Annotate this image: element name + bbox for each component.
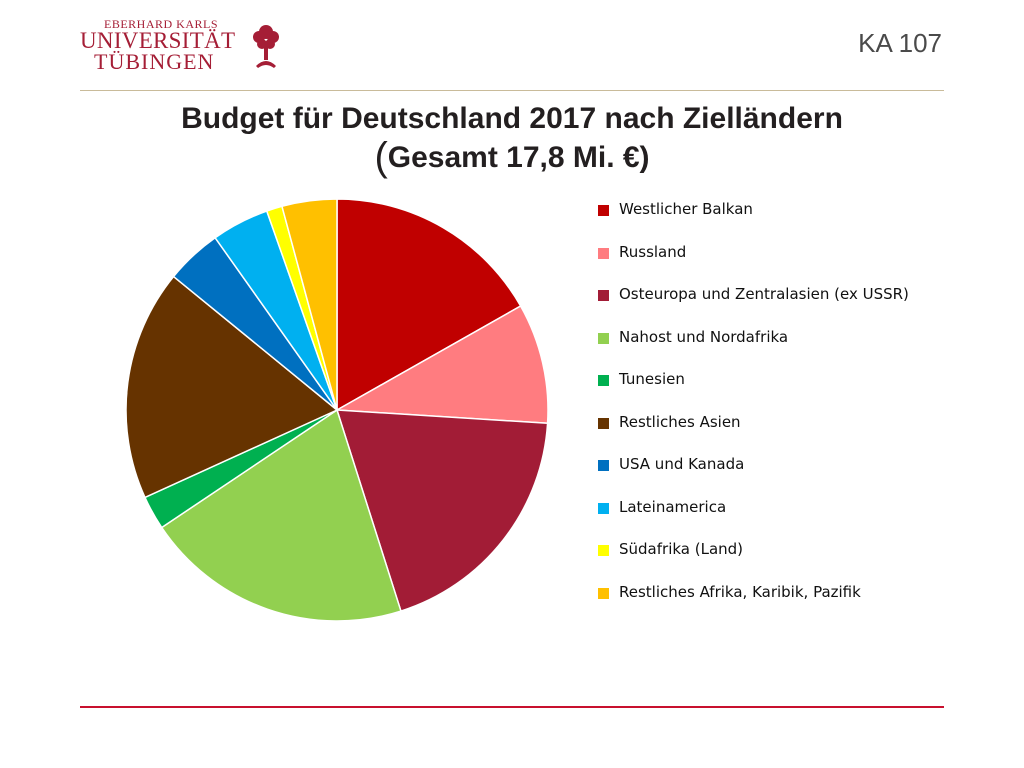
legend-label: Südafrika (Land) bbox=[619, 540, 744, 558]
logo-line-1: EBERHARD KARLS bbox=[104, 17, 219, 31]
legend-item: Lateinamerica bbox=[598, 498, 909, 541]
legend-swatch bbox=[598, 205, 609, 216]
legend-label: Westlicher Balkan bbox=[619, 200, 753, 218]
legend-swatch bbox=[598, 545, 609, 556]
slide-code: KA 107 bbox=[858, 28, 942, 58]
pie-slice-6 bbox=[125, 275, 339, 499]
chart-title: Budget für Deutschland 2017 nach Ziellän… bbox=[0, 100, 1024, 177]
legend-item: Russland bbox=[598, 243, 909, 286]
legend-label: USA und Kanada bbox=[619, 455, 745, 473]
legend-item: Nahost und Nordafrika bbox=[598, 328, 909, 371]
legend-item: Südafrika (Land) bbox=[598, 540, 909, 583]
legend-label: Nahost und Nordafrika bbox=[619, 327, 789, 346]
footer-divider bbox=[80, 706, 944, 708]
legend-swatch bbox=[598, 290, 609, 301]
legend-label: Restliches Afrika, Karibik, Pazifik bbox=[619, 582, 861, 601]
legend-swatch bbox=[598, 417, 609, 429]
legend-item: USA und Kanada bbox=[598, 455, 909, 498]
legend-swatch bbox=[598, 332, 609, 344]
legend-swatch bbox=[598, 460, 609, 471]
legend-label: Tunesien bbox=[619, 370, 685, 388]
legend-item: Osteuropa und Zentralasien (ex USSR) bbox=[598, 285, 909, 328]
palm-tree-icon bbox=[253, 25, 279, 68]
pie-slice-4 bbox=[160, 408, 402, 622]
chart-title-paren: ( bbox=[374, 135, 388, 179]
pie-slice-3 bbox=[335, 409, 549, 613]
legend-label: Osteuropa und Zentralasien (ex USSR) bbox=[619, 285, 909, 303]
pie-slice-10 bbox=[281, 198, 338, 411]
pie-slice-1 bbox=[336, 198, 522, 412]
legend-swatch bbox=[598, 587, 609, 599]
chart-title-line-1: Budget für Deutschland 2017 nach Ziellän… bbox=[181, 102, 843, 135]
pie-slice-2 bbox=[334, 305, 549, 425]
legend-swatch bbox=[598, 247, 609, 259]
pie-chart bbox=[125, 198, 549, 622]
legend-swatch bbox=[598, 502, 609, 514]
chart-legend: Westlicher Balkan Russland Osteuropa und Z… bbox=[598, 200, 909, 625]
header-divider bbox=[80, 90, 944, 91]
chart-title-line-2-text: Gesamt 17,8 Mi. €) bbox=[387, 141, 650, 174]
legend-swatch bbox=[598, 375, 609, 386]
university-logo: EBERHARD KARLS UNIVERSITÄT TÜBINGEN bbox=[80, 17, 290, 73]
legend-label: Lateinamerica bbox=[619, 497, 727, 516]
logo-line-2: UNIVERSITÄT bbox=[80, 28, 236, 53]
legend-label: Restliches Asien bbox=[619, 412, 741, 431]
chart-title-line-2: (Gesamt 17,8 Mi. €) bbox=[0, 135, 1024, 179]
legend-item: Restliches Afrika, Karibik, Pazifik bbox=[598, 583, 909, 626]
legend-item: Westlicher Balkan bbox=[598, 200, 909, 243]
legend-item: Restliches Asien bbox=[598, 413, 909, 456]
legend-label: Russland bbox=[619, 242, 687, 261]
legend-item: Tunesien bbox=[598, 370, 909, 413]
logo-line-3: TÜBINGEN bbox=[94, 49, 215, 74]
